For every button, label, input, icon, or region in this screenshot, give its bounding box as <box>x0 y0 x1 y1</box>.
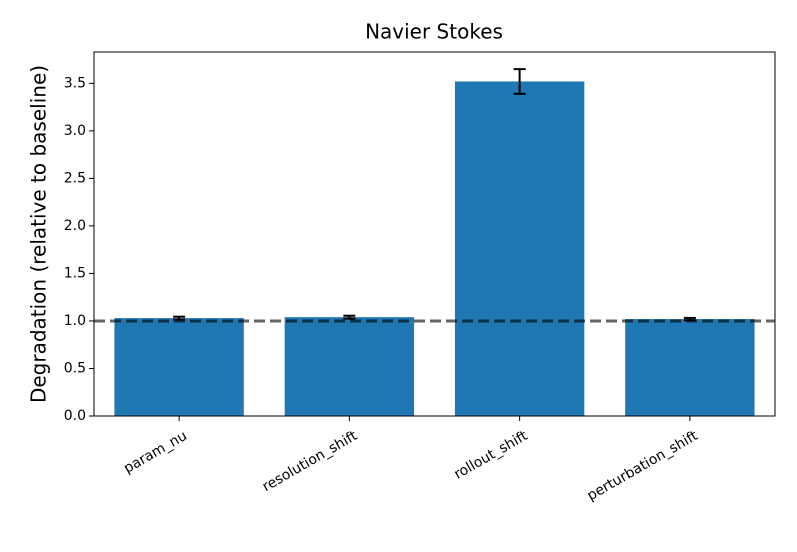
error-bar <box>513 68 526 95</box>
y-tick-label: 1.5 <box>64 265 86 281</box>
y-tick-label: 0.0 <box>64 408 86 424</box>
bar <box>454 81 585 416</box>
y-tick-label: 3.5 <box>64 75 86 91</box>
bar <box>625 319 755 416</box>
x-tick-label: rollout_shift <box>451 428 530 483</box>
y-tick-label: 3.0 <box>64 123 86 139</box>
y-axis-label: Degradation (relative to baseline) <box>27 65 51 403</box>
x-tick-label: perturbation_shift <box>585 428 702 505</box>
y-tick-label: 0.5 <box>64 360 86 376</box>
plot-frame <box>93 51 776 417</box>
x-tick-label: param_nu <box>121 428 190 477</box>
y-tick-label: 1.0 <box>64 313 86 329</box>
y-tick-label: 2.0 <box>64 218 86 234</box>
x-tick-label: resolution_shift <box>260 428 361 495</box>
bar <box>284 317 415 416</box>
bar <box>114 318 244 416</box>
error-bar <box>343 314 356 320</box>
y-tick-label: 2.5 <box>64 170 86 186</box>
chart-title: Navier Stokes <box>365 20 503 44</box>
